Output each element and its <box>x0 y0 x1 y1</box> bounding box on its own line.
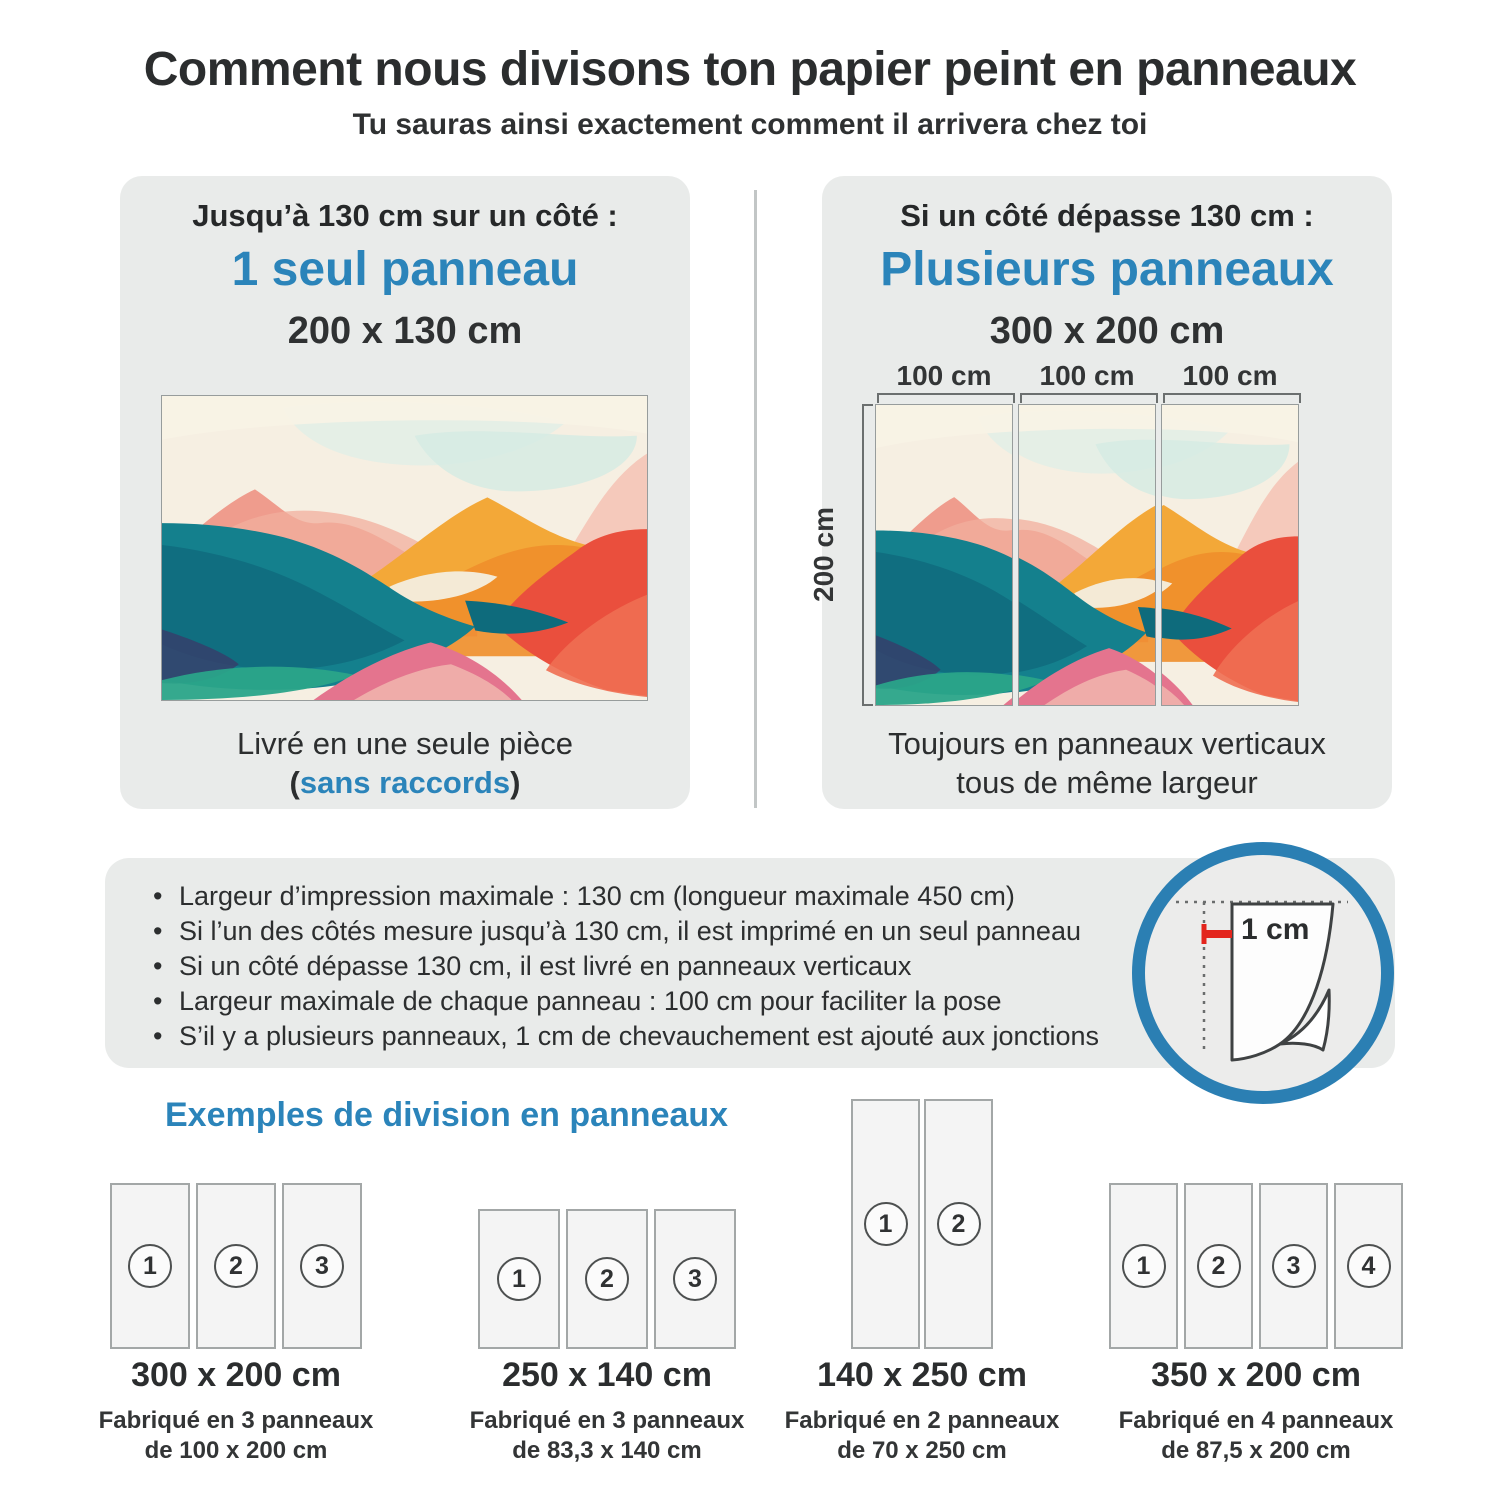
example2-size: 250 x 140 cm <box>502 1356 712 1394</box>
panel-number-badge: 1 <box>1121 1244 1166 1288</box>
wallpaper-panel-slice-3 <box>1161 404 1299 706</box>
example1-panel-3: 3 <box>282 1183 362 1349</box>
overlap-icon: 1 cm <box>1132 842 1394 1104</box>
single-condition: Jusqu’à 130 cm sur un côté : <box>192 198 618 233</box>
panel-number-badge: 3 <box>300 1244 344 1288</box>
example1-size: 300 x 200 cm <box>131 1356 341 1394</box>
single-size: 200 x 130 cm <box>287 310 523 352</box>
example2-desc-line2: de 83,3 x 140 cm <box>512 1437 702 1464</box>
single-caption: Livré en une seule pièce <box>236 726 574 761</box>
example3-desc-line1: Fabriqué en 2 panneaux <box>784 1407 1060 1434</box>
watercolor-image <box>161 395 648 701</box>
panel-number-badge: 1 <box>497 1257 541 1301</box>
height-label: 200 cm <box>808 507 839 603</box>
page-subtitle: Tu sauras ainsi exactement comment il ar… <box>352 108 1148 141</box>
single-result: 1 seul panneau <box>231 243 579 296</box>
panel-number-badge: 2 <box>585 1257 629 1301</box>
panel-number-badge: 2 <box>936 1202 981 1246</box>
panel-number-badge: 4 <box>1346 1244 1391 1288</box>
paren-open: ( <box>289 765 300 800</box>
example2-panel-3: 3 <box>654 1209 736 1349</box>
panel-number-badge: 2 <box>214 1244 258 1288</box>
panel-number-badge: 2 <box>1196 1244 1241 1288</box>
multi-caption-line1: Toujours en panneaux verticaux <box>888 726 1326 761</box>
rule-item: S’il y a plusieurs panneaux, 1 cm de che… <box>149 1019 1395 1054</box>
example4-size: 350 x 200 cm <box>1151 1356 1361 1394</box>
panel-number-badge: 3 <box>673 1257 717 1301</box>
example1-panel-2: 2 <box>196 1183 276 1349</box>
cards-divider <box>754 190 757 808</box>
example3-caption: 140 x 250 cm Fabriqué en 2 panneaux de 7… <box>762 1356 1082 1466</box>
overlap-measure-label: 1 cm <box>1241 913 1310 946</box>
example1-desc-line2: de 100 x 200 cm <box>144 1437 328 1464</box>
example2-panel-2: 2 <box>566 1209 648 1349</box>
example2-desc: Fabriqué en 3 panneaux de 83,3 x 140 cm <box>447 1406 767 1466</box>
single-caption-note: (sans raccords) <box>120 765 690 801</box>
panel-number-badge: 1 <box>863 1202 908 1246</box>
rule-item: Largeur maximale de chaque panneau : 100… <box>149 984 1395 1019</box>
width-bracket-2 <box>1020 393 1158 403</box>
example2-panel-1: 1 <box>478 1209 560 1349</box>
no-seams-highlight: sans raccords <box>299 765 511 800</box>
example3-desc: Fabriqué en 2 panneaux de 70 x 250 cm <box>762 1406 1082 1466</box>
example4-panel-4: 4 <box>1334 1183 1403 1349</box>
example1-desc-line1: Fabriqué en 3 panneaux <box>98 1407 374 1434</box>
example1-panel-1: 1 <box>110 1183 190 1349</box>
multi-caption-line2: tous de même largeur <box>956 765 1258 800</box>
example4-desc-line2: de 87,5 x 200 cm <box>1161 1437 1351 1464</box>
rule-item: Si un côté dépasse 130 cm, il est livré … <box>149 949 1395 984</box>
width-bracket-3 <box>1163 393 1301 403</box>
rules-list: Largeur d’impression maximale : 130 cm (… <box>105 858 1395 1054</box>
wallpaper-panel-slice-1 <box>875 404 1013 706</box>
card-single-panel: Jusqu’à 130 cm sur un côté : 1 seul pann… <box>120 176 690 809</box>
multi-result: Plusieurs panneaux <box>880 243 1334 296</box>
example4-desc-line1: Fabriqué en 4 panneaux <box>1118 1407 1394 1434</box>
example4-panel-2: 2 <box>1184 1183 1253 1349</box>
examples-heading: Exemples de division en panneaux <box>165 1096 729 1134</box>
panel-number-badge: 1 <box>128 1244 172 1288</box>
example4-desc: Fabriqué en 4 panneaux de 87,5 x 200 cm <box>1096 1406 1416 1466</box>
panel-number-badge: 3 <box>1271 1244 1316 1288</box>
example4-panel-3: 3 <box>1259 1183 1328 1349</box>
width-bracket-1 <box>877 393 1015 403</box>
example3-panel-2: 2 <box>924 1099 993 1349</box>
example2-caption: 250 x 140 cm Fabriqué en 3 panneaux de 8… <box>447 1356 767 1466</box>
card-multiple-panels: Si un côté dépasse 130 cm : Plusieurs pa… <box>808 176 1392 809</box>
page-curl-icon <box>1176 900 1348 1062</box>
rule-item: Si l’un des côtés mesure jusqu’à 130 cm,… <box>149 914 1395 949</box>
width-label-3: 100 cm <box>1182 360 1278 391</box>
page-title: Comment nous divisons ton papier peint e… <box>143 43 1357 96</box>
multi-size: 300 x 200 cm <box>989 310 1225 352</box>
multi-condition: Si un côté dépasse 130 cm : <box>900 198 1314 233</box>
width-label-1: 100 cm <box>896 360 992 391</box>
height-bracket <box>862 404 873 706</box>
example3-size: 140 x 250 cm <box>817 1356 1027 1394</box>
example3-panel-1: 1 <box>851 1099 920 1349</box>
example4-panel-1: 1 <box>1109 1183 1178 1349</box>
wallpaper-panel-slice-2 <box>1018 404 1156 706</box>
rule-item: Largeur d’impression maximale : 130 cm (… <box>149 879 1395 914</box>
paren-close: ) <box>510 765 521 800</box>
example2-desc-line1: Fabriqué en 3 panneaux <box>469 1407 745 1434</box>
example1-desc: Fabriqué en 3 panneaux de 100 x 200 cm <box>76 1406 396 1466</box>
example1-caption: 300 x 200 cm Fabriqué en 3 panneaux de 1… <box>76 1356 396 1466</box>
example4-caption: 350 x 200 cm Fabriqué en 4 panneaux de 8… <box>1096 1356 1416 1466</box>
width-label-2: 100 cm <box>1039 360 1135 391</box>
example3-desc-line2: de 70 x 250 cm <box>837 1437 1007 1464</box>
